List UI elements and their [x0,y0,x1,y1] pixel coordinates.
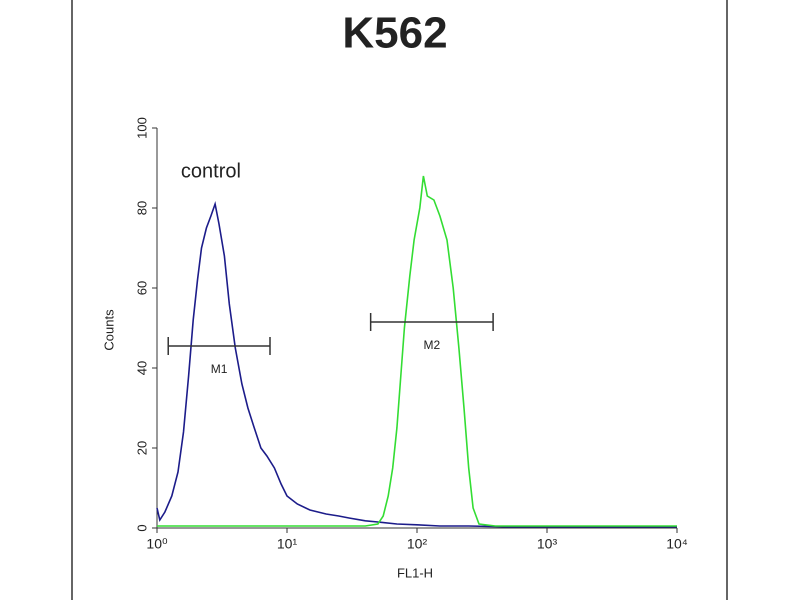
y-tick-label: 0 [134,524,149,531]
y-tick-label: 60 [134,281,149,295]
x-tick-label: 10³ [537,536,558,552]
marker-label: M2 [424,338,441,352]
x-axis-label: FL1-H [397,565,433,580]
x-tick-label: 10⁰ [146,536,168,552]
x-tick-label: 10² [407,536,428,552]
y-tick-label: 20 [134,441,149,455]
frame [71,0,728,602]
x-tick-label: 10⁴ [666,536,688,552]
annotation: control [181,160,241,182]
y-axis-label: Counts [101,309,116,351]
y-tick-label: 100 [134,117,149,139]
y-tick-label: 40 [134,361,149,375]
chart-title: K562 [342,9,447,58]
y-tick-label: 80 [134,201,149,215]
x-tick-label: 10¹ [277,536,298,552]
series-line [156,200,677,528]
marker-label: M1 [211,362,228,376]
series-line [157,175,677,527]
